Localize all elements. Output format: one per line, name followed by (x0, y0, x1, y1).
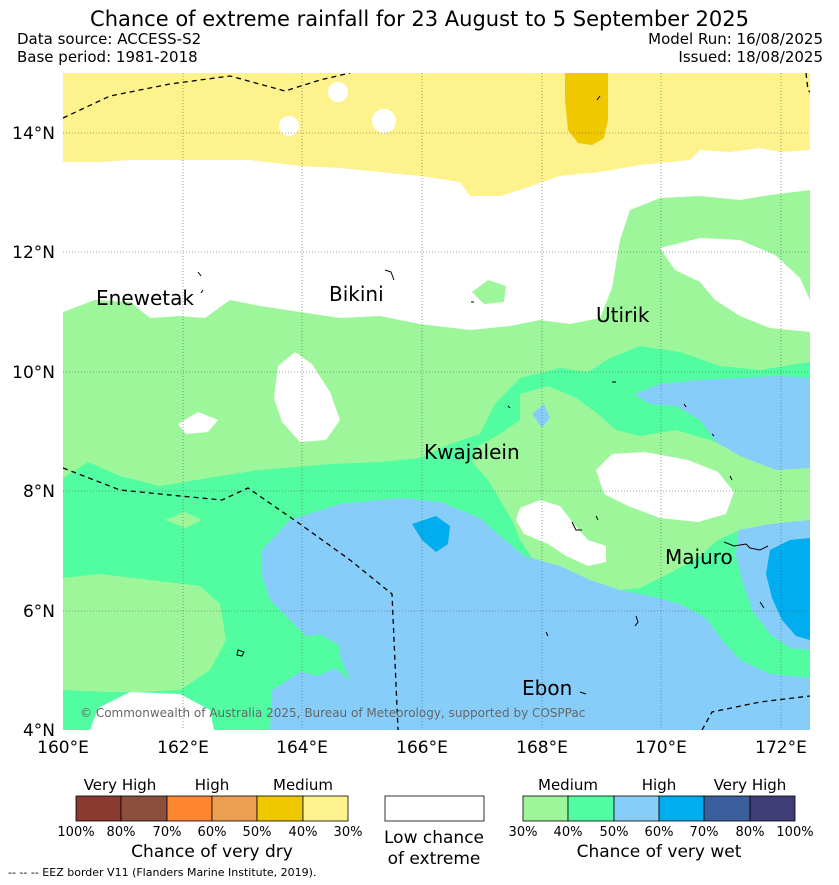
legend-dry-swatch (166, 795, 213, 822)
legend-dry: Very High High Medium 100% 80% 70% 60% 5… (57, 776, 362, 862)
legend-wet-caption: Chance of very wet (577, 842, 742, 862)
chart-title: Chance of extreme rainfall for 23 August… (90, 7, 749, 31)
atolls (197, 95, 769, 695)
map-area: Enewetak Bikini Utirik Kwajalein Majuro … (63, 73, 810, 730)
legend-wet-tick: 60% (645, 825, 674, 840)
legend-dry-tick: 80% (107, 825, 136, 840)
place-label-majuro: Majuro (665, 545, 733, 569)
legend-dry-caption: Chance of very dry (131, 842, 293, 862)
place-label-ebon: Ebon (522, 676, 572, 700)
legend-wet: Medium High Very High 30% 40% 50% 60% 70… (509, 776, 814, 862)
legend-dry-header: High (195, 776, 229, 794)
dry-medium-area (63, 73, 810, 196)
issued-date: Issued: 18/08/2025 (678, 48, 823, 66)
wet-high-area (262, 498, 810, 730)
legend-dry-header: Very High (84, 776, 157, 794)
lat-label: 8°N (23, 482, 55, 502)
legend-dry-tick: 40% (289, 825, 318, 840)
legend-wet-header: Medium (538, 776, 598, 794)
legend-dry-swatch (256, 795, 304, 822)
legend-low-caption-2: of extreme (388, 849, 481, 869)
lon-label: 162°E (157, 738, 209, 758)
lat-label: 14°N (12, 124, 55, 144)
legend-wet-swatch (567, 795, 615, 822)
lon-label: 160°E (37, 738, 89, 758)
legend-wet-swatch (703, 795, 751, 822)
legend-wet-tick: 100% (776, 825, 813, 840)
legend-wet-tick: 40% (554, 825, 583, 840)
legend-dry-tick: 30% (334, 825, 363, 840)
legend-low: Low chance of extreme (384, 795, 485, 869)
copyright-notice: © Commonwealth of Australia 2025, Bureau… (80, 706, 585, 720)
lon-label: 164°E (276, 738, 328, 758)
eez-border (63, 73, 810, 730)
legend-dry-tick: 70% (153, 825, 182, 840)
lon-label: 172°E (755, 738, 807, 758)
base-period: Base period: 1981-2018 (17, 48, 198, 66)
legend-wet-swatch (613, 795, 660, 822)
legend-dry-tick: 60% (198, 825, 227, 840)
legend-dry-tick: 100% (57, 825, 94, 840)
lon-label: 170°E (635, 738, 687, 758)
legend-dry-swatch (211, 795, 258, 822)
legend-wet-header: High (642, 776, 676, 794)
latitude-labels: 14°N 12°N 10°N 8°N 6°N 4°N (12, 124, 55, 741)
lon-label: 168°E (516, 738, 568, 758)
lon-label: 166°E (396, 738, 448, 758)
legend-dry-header: Medium (273, 776, 333, 794)
place-label-bikini: Bikini (329, 282, 384, 306)
place-label-enewetak: Enewetak (96, 286, 194, 310)
legend-low-caption-1: Low chance (384, 828, 484, 848)
lat-label: 4°N (23, 721, 55, 741)
legend-wet-header: Very High (714, 776, 787, 794)
place-label-utirik: Utirik (596, 303, 650, 327)
legend-low-swatch (384, 795, 485, 822)
lat-label: 10°N (12, 363, 55, 383)
lat-label: 6°N (23, 602, 55, 622)
legend-wet-tick: 30% (509, 825, 538, 840)
model-run: Model Run: 16/08/2025 (648, 30, 823, 48)
legend-dry-swatch (302, 795, 349, 822)
data-source: Data source: ACCESS-S2 (17, 30, 202, 48)
legend-dry-tick: 50% (243, 825, 272, 840)
legend-wet-tick: 80% (736, 825, 765, 840)
legend-wet-tick: 70% (690, 825, 719, 840)
longitude-labels: 160°E 162°E 164°E 166°E 168°E 170°E 172°… (37, 738, 807, 758)
legend-dry-swatch (120, 795, 168, 822)
dry-medium-core (565, 73, 608, 145)
eez-note: -- -- -- EEZ border V11 (Flanders Marine… (8, 866, 317, 879)
legend-wet-tick: 50% (600, 825, 629, 840)
place-label-kwajalein: Kwajalein (424, 440, 520, 464)
legend-wet-swatch (522, 795, 569, 822)
legend-wet-swatch (658, 795, 705, 822)
legend-dry-swatch (75, 795, 122, 822)
lat-label: 12°N (12, 243, 55, 263)
wet-very-high-area (766, 538, 810, 640)
legend-wet-swatch (749, 795, 796, 822)
